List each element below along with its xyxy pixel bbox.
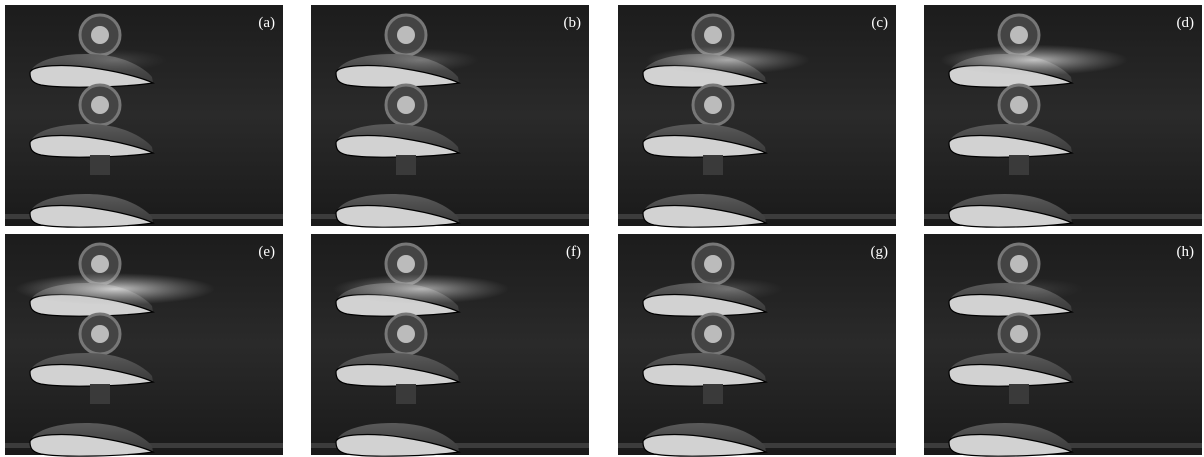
- smoke: [985, 278, 1083, 300]
- panel-background: [5, 5, 283, 226]
- mount-hub: [704, 255, 722, 273]
- smoke: [15, 273, 215, 305]
- panel: (e): [5, 234, 283, 456]
- panel-background: [618, 5, 896, 226]
- support-post: [90, 384, 110, 404]
- panel-label: (d): [1177, 15, 1195, 31]
- support-post: [396, 155, 416, 175]
- panel-label: (f): [566, 244, 581, 260]
- mount-hub: [91, 96, 109, 114]
- mount-hub: [397, 325, 415, 343]
- panel-label: (e): [258, 244, 275, 260]
- support-post: [396, 384, 416, 404]
- panel-background: [924, 5, 1202, 226]
- smoke: [646, 46, 810, 74]
- mount-hub: [1010, 255, 1028, 273]
- mount-hub: [1010, 325, 1028, 343]
- panel: (c): [618, 5, 896, 227]
- mount-hub: [91, 255, 109, 273]
- mount-hub: [704, 325, 722, 343]
- mount-hub: [397, 255, 415, 273]
- mount-hub: [1010, 96, 1028, 114]
- smoke: [940, 45, 1128, 76]
- mount-hub: [397, 26, 415, 44]
- panel: (b): [311, 5, 589, 227]
- mount-hub: [704, 96, 722, 114]
- panel-background: [924, 234, 1202, 455]
- support-post: [1009, 155, 1029, 175]
- panel: (h): [924, 234, 1202, 456]
- smoke: [333, 274, 509, 304]
- support-post: [703, 155, 723, 175]
- panel-background: [311, 5, 589, 226]
- mount-hub: [91, 325, 109, 343]
- smoke: [63, 49, 167, 71]
- panel: (g): [618, 234, 896, 456]
- figure: (a) (b) (c) (d) (e) (f) (g) (h): [0, 0, 1204, 457]
- panel: (a): [5, 5, 283, 227]
- panel-label: (c): [871, 15, 888, 31]
- panel: (f): [311, 234, 589, 456]
- panel: (d): [924, 5, 1202, 227]
- mount-hub: [91, 26, 109, 44]
- smoke: [673, 278, 783, 301]
- mount-hub: [1010, 26, 1028, 44]
- page: (a)(b)(c)(d)(e)(f)(g)(h) (() => { const …: [0, 0, 1204, 457]
- smoke: [363, 48, 479, 72]
- panel-background: [311, 234, 589, 455]
- mount-hub: [397, 96, 415, 114]
- support-post: [90, 155, 110, 175]
- support-post: [703, 384, 723, 404]
- mount-hub: [704, 26, 722, 44]
- panel-label: (a): [258, 15, 275, 31]
- panel-label: (b): [564, 15, 582, 31]
- panel-background: [5, 234, 283, 455]
- support-post: [1009, 384, 1029, 404]
- panel-background: [618, 234, 896, 455]
- panel-label: (h): [1177, 244, 1195, 260]
- panel-label: (g): [871, 244, 889, 260]
